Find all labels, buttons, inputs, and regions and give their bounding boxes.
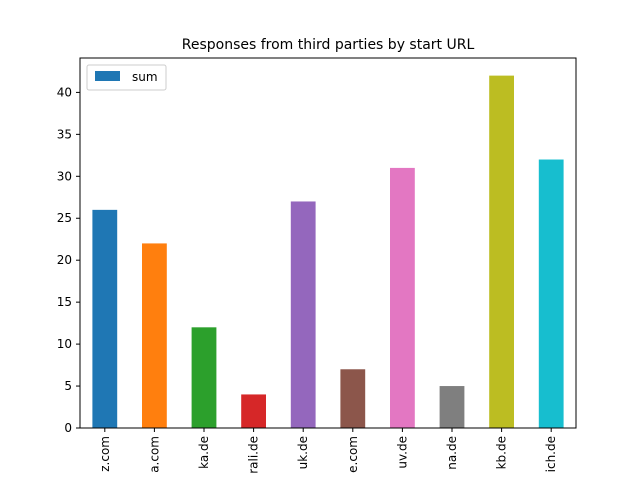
bar-uv.de [390,167,415,428]
x-tick-label: ich.de [544,436,558,472]
bar-kb.de [489,75,514,429]
bar-ich.de [538,159,564,428]
y-tick-label: 30 [57,169,72,183]
plot-frame [79,57,577,429]
x-tick-label: na.de [445,436,459,470]
legend-label-sum: sum [132,70,158,84]
y-tick-label: 20 [57,253,72,267]
legend: sum [86,64,167,91]
x-tick-label: e.com [346,436,360,473]
y-tick-label: 5 [64,379,72,393]
bar-a.com [142,243,167,428]
x-tick-label: z.com [98,436,112,472]
y-tick-label: 25 [57,211,72,225]
x-axis: z.com a.com ka.de rali.de uk.de e.com uv.de na.… [98,428,558,474]
bar-z.com [92,209,118,428]
y-tick-label: 15 [57,295,72,309]
legend-swatch-sum [95,71,120,81]
y-tick-label: 10 [57,337,72,351]
bar-ka.de [191,327,217,428]
x-tick-label: uv.de [395,436,409,469]
bar-rali.de [241,394,266,428]
chart-title: Responses from third parties by start UR… [182,37,475,53]
x-tick-label: ka.de [197,436,211,469]
y-tick-label: 35 [57,127,72,141]
y-tick-label: 40 [57,85,72,99]
bar-uk.de [290,201,316,428]
bar-e.com [340,369,366,428]
y-axis: 0 5 10 15 20 25 30 35 40 [57,85,80,435]
bar-na.de [439,386,465,428]
x-tick-label: a.com [147,436,161,473]
x-tick-label: kb.de [495,436,509,469]
bar-series [92,75,564,429]
x-tick-label: rali.de [247,436,261,474]
x-tick-label: uk.de [296,436,310,469]
y-tick-label: 0 [64,421,72,435]
